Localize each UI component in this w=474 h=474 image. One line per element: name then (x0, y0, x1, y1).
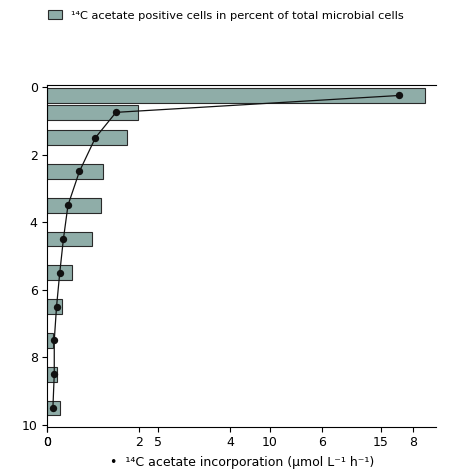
Point (91, 134, 99, 141)
Point (396, 91, 403, 99)
Bar (47, 232, 92, 246)
Legend: ¹⁴C acetate positive cells in percent of total microbial cells: ¹⁴C acetate positive cells in percent of… (44, 6, 408, 25)
Point (50, 371, 58, 378)
Bar (47, 130, 128, 145)
Point (50, 337, 58, 344)
Point (64, 201, 72, 209)
Point (56, 269, 64, 277)
Bar (47, 367, 57, 382)
Bar (47, 88, 425, 103)
Bar (47, 333, 53, 348)
Bar (47, 299, 62, 314)
Point (53, 303, 60, 310)
X-axis label: •  ¹⁴C acetate incorporation (μmol L⁻¹ h⁻¹): • ¹⁴C acetate incorporation (μmol L⁻¹ h⁻… (109, 456, 374, 469)
Bar (47, 265, 72, 280)
Bar (47, 164, 103, 179)
Bar (47, 105, 138, 120)
Point (49, 404, 57, 412)
Bar (47, 401, 60, 415)
Bar (47, 198, 100, 213)
Point (60, 235, 67, 243)
Point (112, 109, 120, 116)
Point (76, 168, 83, 175)
